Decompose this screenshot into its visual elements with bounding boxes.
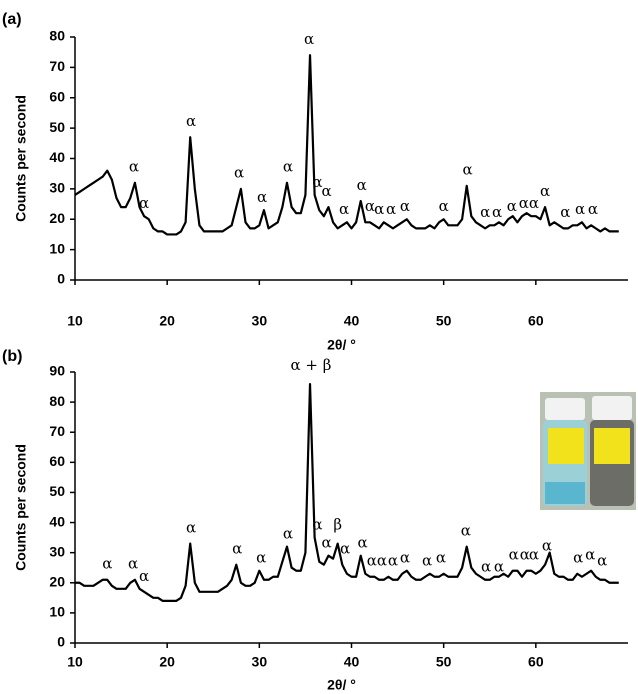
- pattern-line: [75, 382, 619, 602]
- peak-label: α: [480, 203, 490, 221]
- peak-label: β: [333, 516, 342, 534]
- peak-label: α: [257, 188, 267, 206]
- peak-label: α: [357, 534, 367, 552]
- x-axis-title: 2θ/ °: [327, 337, 356, 353]
- peak-label: α: [322, 534, 332, 552]
- inset-photo: [540, 392, 636, 510]
- peak-label: α: [388, 552, 398, 570]
- x-tick-label: 30: [252, 654, 268, 670]
- peak-label: α: [461, 522, 471, 540]
- y-tick-label: 40: [49, 149, 65, 165]
- peak-label: α: [374, 200, 384, 218]
- x-tick-label: 10: [67, 313, 83, 329]
- peak-label: α: [422, 552, 432, 570]
- x-tick-label: 40: [344, 654, 360, 670]
- peak-label: α: [575, 200, 585, 218]
- peak-label: α: [304, 30, 314, 48]
- peak-label: α: [139, 567, 149, 585]
- peak-label: α: [529, 194, 539, 212]
- peak-label: α: [128, 555, 138, 573]
- peak-label: α: [139, 194, 149, 212]
- y-tick-label: 0: [57, 634, 65, 650]
- peak-label: α: [494, 558, 504, 576]
- y-tick-label: 70: [49, 423, 65, 439]
- peak-label: α: [439, 197, 449, 215]
- peak-label: α: [492, 203, 502, 221]
- peak-label: α: [283, 158, 293, 176]
- peak-label: α: [585, 546, 595, 564]
- peak-label: α + β: [290, 356, 331, 374]
- peak-label: α: [519, 194, 529, 212]
- y-tick-label: 50: [49, 119, 65, 135]
- peak-label: α: [322, 182, 332, 200]
- peak-label: α: [588, 200, 598, 218]
- peak-label: α: [481, 558, 491, 576]
- y-tick-label: 50: [49, 483, 65, 499]
- y-tick-label: 40: [49, 513, 65, 529]
- x-tick-label: 60: [528, 654, 544, 670]
- peak-label: α: [509, 546, 519, 564]
- peak-label: α: [367, 552, 377, 570]
- peak-label: α: [463, 161, 473, 179]
- peak-label: α: [529, 546, 539, 564]
- y-tick-label: 90: [49, 363, 65, 379]
- x-tick-label: 20: [159, 654, 175, 670]
- peak-label: α: [357, 176, 367, 194]
- peak-label: α: [283, 525, 293, 543]
- peak-label: α: [186, 519, 196, 537]
- peak-label: α: [597, 552, 607, 570]
- peak-label: α: [339, 200, 349, 218]
- peak-label: α: [312, 516, 322, 534]
- peak-label: α: [400, 549, 410, 567]
- peak-label: α: [377, 552, 387, 570]
- y-axis-title: Counts per second: [13, 95, 29, 222]
- y-tick-label: 60: [49, 453, 65, 469]
- peak-label: α: [560, 203, 570, 221]
- x-tick-label: 50: [436, 654, 452, 670]
- peak-label: α: [573, 549, 583, 567]
- y-axis-title: Counts per second: [13, 444, 29, 571]
- peak-label: α: [129, 158, 139, 176]
- x-tick-label: 40: [344, 313, 360, 329]
- peak-label: α: [386, 200, 396, 218]
- peak-label: α: [507, 197, 517, 215]
- peak-label: α: [234, 164, 244, 182]
- y-tick-label: 80: [49, 28, 65, 44]
- peak-label: α: [186, 112, 196, 130]
- peak-label: α: [312, 173, 322, 191]
- y-tick-label: 30: [49, 180, 65, 196]
- y-tick-label: 30: [49, 543, 65, 559]
- peak-label: α: [256, 549, 266, 567]
- peak-label: α: [540, 182, 550, 200]
- peak-label: α: [436, 549, 446, 567]
- y-tick-label: 0: [57, 271, 65, 287]
- pattern-line: [74, 54, 619, 236]
- peak-label: α: [520, 546, 530, 564]
- y-tick-label: 70: [49, 58, 65, 74]
- x-tick-label: 20: [159, 313, 175, 329]
- peak-label: α: [400, 197, 410, 215]
- y-tick-label: 80: [49, 393, 65, 409]
- y-tick-label: 10: [49, 604, 65, 620]
- x-tick-label: 10: [67, 654, 83, 670]
- x-tick-label: 30: [252, 313, 268, 329]
- peak-label: α: [232, 540, 242, 558]
- panel-label: (b): [2, 348, 22, 365]
- y-tick-label: 10: [49, 240, 65, 256]
- x-axis-title: 2θ/ °: [327, 677, 356, 693]
- y-tick-label: 20: [49, 210, 65, 226]
- peak-label: α: [340, 540, 350, 558]
- x-tick-label: 50: [436, 313, 452, 329]
- panel-label: (a): [2, 11, 22, 28]
- y-tick-label: 20: [49, 573, 65, 589]
- peak-label: α: [102, 555, 112, 573]
- peak-label: α: [365, 197, 375, 215]
- peak-label: α: [542, 537, 552, 555]
- x-tick-label: 60: [528, 313, 544, 329]
- y-tick-label: 60: [49, 88, 65, 104]
